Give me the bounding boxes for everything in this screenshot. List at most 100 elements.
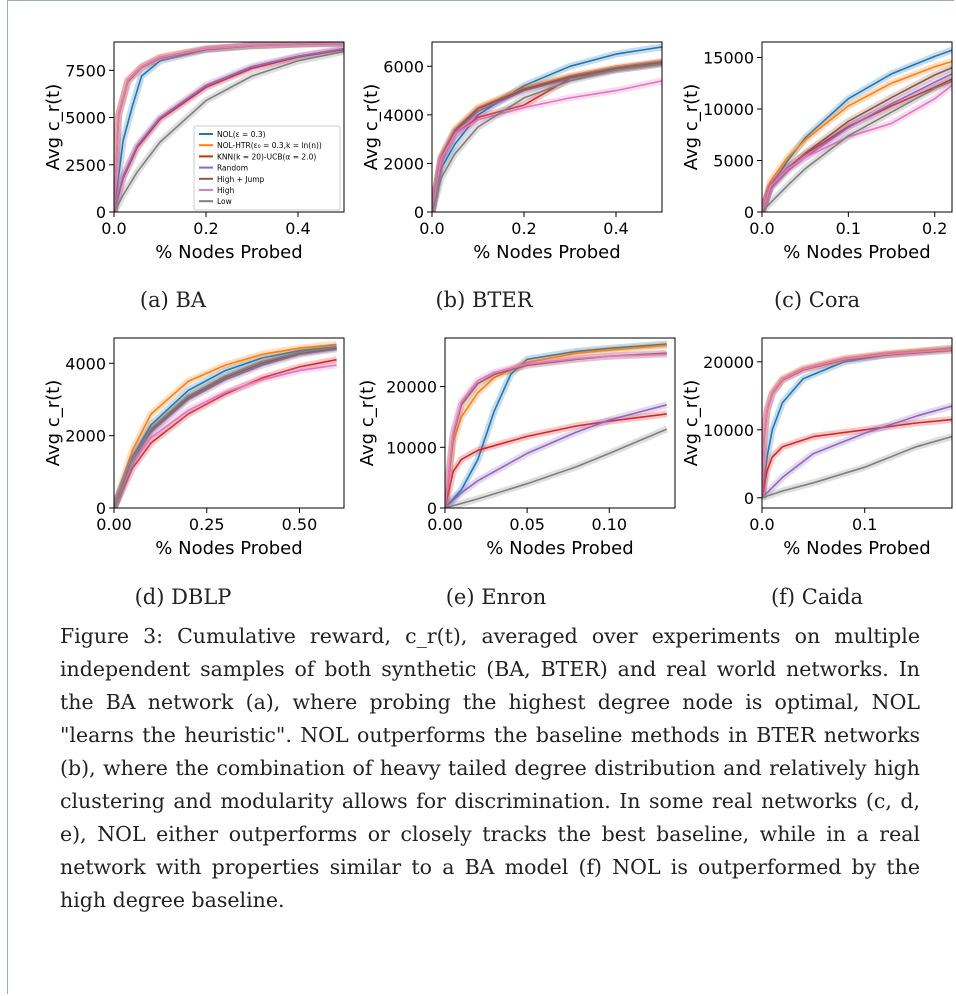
series-line-3-0 [114, 346, 337, 508]
ytick-label-4-1: 10000 [386, 438, 437, 457]
subcaption-f: (f) Caida [770, 585, 864, 609]
ylabel-0: Avg c_r(t) [43, 84, 64, 170]
series-line-4-6 [445, 428, 668, 508]
ytick-label-4-2: 20000 [386, 378, 437, 397]
chart-5: 0 10000 20000 0.0 0.1 % Nodes Probed Avg c_r(t… [681, 337, 953, 559]
chart-0: 0 2500 5000 7500 0.0 0.2 0.4 % Nodes Probed Avg … [43, 41, 345, 263]
xtick-label-3-2: 0.50 [282, 515, 318, 534]
figure-frame [7, 0, 954, 994]
series-line-2-5 [762, 84, 952, 212]
series-line-3-3 [114, 348, 337, 508]
series-line-5-6 [762, 435, 952, 499]
xlabel-5: % Nodes Probed [783, 538, 930, 559]
figure-caption: Figure 3: Cumulative reward, c_r(t), ave… [60, 624, 920, 912]
xtick-label-1-0: 0.0 [419, 219, 444, 238]
ytick-label-5-0: 0 [744, 489, 754, 508]
series-line-5-2 [762, 418, 952, 498]
ytick-label-1-3: 6000 [383, 57, 424, 76]
series-line-3-1 [114, 343, 337, 508]
ytick-label-3-1: 2000 [65, 427, 106, 446]
series-line-4-1 [445, 344, 667, 508]
ylabel-5: Avg c_r(t) [681, 380, 702, 466]
series-line-0-6 [114, 50, 344, 212]
ytick-label-2-3: 15000 [703, 48, 754, 67]
xtick-label-2-2: 0.2 [922, 219, 947, 238]
xtick-label-5-0: 0.0 [749, 515, 774, 534]
xlabel-1: % Nodes Probed [473, 242, 620, 263]
series-line-2-3 [762, 73, 952, 212]
chart-2: 0 5000 10000 15000 0.0 0.1 0.2 % Nodes Probed Av… [681, 41, 953, 263]
xtick-label-5-1: 0.1 [852, 515, 877, 534]
xtick-label-4-0: 0.00 [427, 515, 463, 534]
series-line-4-0 [445, 343, 667, 508]
ytick-label-2-1: 5000 [713, 151, 754, 170]
xtick-label-2-0: 0.0 [749, 219, 774, 238]
ytick-label-1-1: 2000 [383, 154, 424, 173]
chart-1: 0 2000 4000 6000 0.0 0.2 0.4 % Nodes Probed Avg … [361, 41, 663, 263]
series-line-1-5 [432, 80, 662, 212]
legend-label-2: KNN(k = 20)-UCB(α = 2.0) [217, 152, 316, 161]
series-line-4-3 [445, 404, 668, 508]
legend-label-0: NOL(ε = 0.3) [217, 130, 266, 139]
ytick-label-2-2: 10000 [703, 100, 754, 119]
xlabel-0: % Nodes Probed [155, 242, 302, 263]
series-line-2-1 [762, 60, 952, 212]
ytick-label-1-0: 0 [414, 203, 424, 222]
plot-frame-4 [444, 337, 676, 509]
xtick-label-1-2: 0.4 [603, 219, 628, 238]
legend-label-1: NOL-HTR(ε₀ = 0.3,k = ln(n)) [217, 141, 322, 150]
legend-label-5: High [217, 186, 234, 195]
ylabel-1: Avg c_r(t) [361, 84, 382, 170]
xtick-label-0-0: 0.0 [101, 219, 126, 238]
series-line-5-3 [762, 405, 952, 499]
ylabel-4: Avg c_r(t) [357, 380, 378, 466]
ytick-label-0-1: 2500 [65, 156, 106, 175]
ytick-label-2-0: 0 [744, 203, 754, 222]
series-line-5-5 [762, 348, 952, 498]
series-line-3-5 [114, 364, 337, 508]
ytick-label-0-3: 7500 [65, 61, 106, 80]
series-line-0-5 [114, 42, 344, 212]
plot-frame-2 [761, 41, 953, 213]
ylabel-3: Avg c_r(t) [43, 380, 64, 466]
subcaption-b: (b) BTER [435, 288, 533, 312]
series-line-2-6 [762, 80, 952, 212]
ytick-label-5-2: 20000 [703, 353, 754, 372]
xtick-label-1-1: 0.2 [511, 219, 536, 238]
series-line-2-0 [762, 49, 952, 212]
series-line-0-3 [114, 47, 344, 212]
xtick-label-0-2: 0.4 [285, 219, 310, 238]
chart-4: 0 10000 20000 0.00 0.05 0.10 % Nodes Probed Avg… [357, 337, 676, 559]
xtick-label-0-1: 0.2 [193, 219, 218, 238]
figure-charts: 0 2500 5000 7500 0.0 0.2 0.4 % Nodes Probed Avg … [43, 41, 953, 559]
legend-label-4: High + Jump [217, 175, 265, 184]
legend-box [193, 125, 341, 211]
xlabel-3: % Nodes Probed [155, 538, 302, 559]
series-line-3-6 [114, 346, 337, 508]
chart-3: 0 2000 4000 0.00 0.25 0.50 % Nodes Probed Avg c… [43, 337, 345, 559]
plot-frame-3 [113, 337, 345, 509]
ylabel-2: Avg c_r(t) [681, 84, 702, 170]
series-band-1-5 [432, 77, 662, 212]
xtick-label-3-1: 0.25 [189, 515, 225, 534]
xlabel-2: % Nodes Probed [783, 242, 930, 263]
series-line-3-2 [114, 358, 337, 508]
ytick-label-3-0: 0 [96, 499, 106, 518]
plot-frame-0 [113, 41, 345, 213]
plot-frame-1 [431, 41, 663, 213]
ytick-label-4-0: 0 [427, 499, 437, 518]
xtick-label-2-1: 0.1 [836, 219, 861, 238]
xtick-label-4-1: 0.05 [509, 515, 545, 534]
subcaption-a: (a) BA [139, 288, 207, 312]
xtick-label-4-2: 0.10 [591, 515, 627, 534]
legend-label-6: Low [217, 197, 232, 206]
series-line-1-6 [432, 63, 662, 212]
ytick-label-3-2: 4000 [65, 354, 106, 373]
ytick-label-5-1: 10000 [703, 421, 754, 440]
xlabel-4: % Nodes Probed [486, 538, 633, 559]
subcaption-c: (c) Cora [773, 288, 861, 312]
series-line-4-5 [445, 353, 667, 508]
ytick-label-1-2: 4000 [383, 106, 424, 125]
ytick-label-0-0: 0 [96, 203, 106, 222]
legend-label-3: Random [217, 164, 248, 173]
